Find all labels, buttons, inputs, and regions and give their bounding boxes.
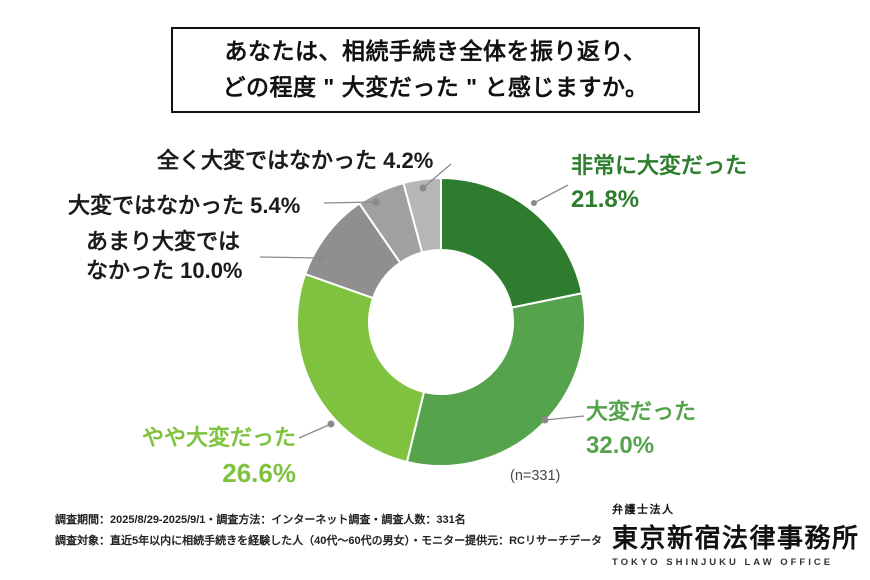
logo-name-en: TOKYO SHINJUKU LAW OFFICE [612,557,834,568]
sample-size-label: (n=331) [510,468,561,484]
callout-not-very-line1: あまり大変では [86,229,241,254]
callout-somewhat-difficult-label: やや大変だった [141,425,296,450]
survey-notes: 調査期間：2025/8/29-2025/9/1・調査方法：インターネット調査・調… [55,510,602,553]
survey-note-line2: 調査対象：直近5年以内に相続手続きを経験した人（40代～60代の男女）・モニター… [55,535,602,548]
title-box: あなたは、相続手続き全体を振り返り、 どの程度 " 大変だった " と感じますか… [171,27,700,113]
donut-segment [405,292,586,467]
callout-not-difficult: 大変ではなかった 5.4% [68,193,301,218]
logo-name: 東京新宿法律事務所 [612,524,860,553]
callout-somewhat-difficult-pct: 26.6% [222,458,296,489]
callout-somewhat-difficult: やや大変だった 26.6% [128,423,296,490]
callout-difficult-pct: 32.0% [586,432,655,460]
law-office-logo: 弁護士法人 東京新宿法律事務所 TOKYO SHINJUKU LAW OFFIC… [612,501,860,568]
callout-difficult-label: 大変だった [586,399,697,424]
title-line-2: どの程度 " 大変だった " と感じますか。 [222,74,649,100]
callout-not-at-all-difficult: 全く大変ではなかった 4.2% [157,148,434,173]
callout-not-very-difficult: あまり大変では なかった 10.0% [86,227,243,285]
callout-difficult: 大変だった 32.0% [586,397,696,462]
callout-very-difficult-label: 非常に大変だった [571,153,748,178]
logo-firm-type: 弁護士法人 [612,504,675,516]
survey-note-line1: 調査期間：2025/8/29-2025/9/1・調査方法：インターネット調査・調… [55,514,466,526]
callout-very-difficult: 非常に大変だった 21.8% [571,151,747,216]
donut-segment [296,273,425,463]
title-line-1: あなたは、相続手続き全体を振り返り、 [224,38,647,65]
donut-chart [296,177,586,467]
donut-segment [440,177,584,309]
callout-not-very-line2: なかった 10.0% [86,258,243,284]
donut-segment [402,177,442,254]
callout-very-difficult-pct: 21.8% [571,186,640,214]
